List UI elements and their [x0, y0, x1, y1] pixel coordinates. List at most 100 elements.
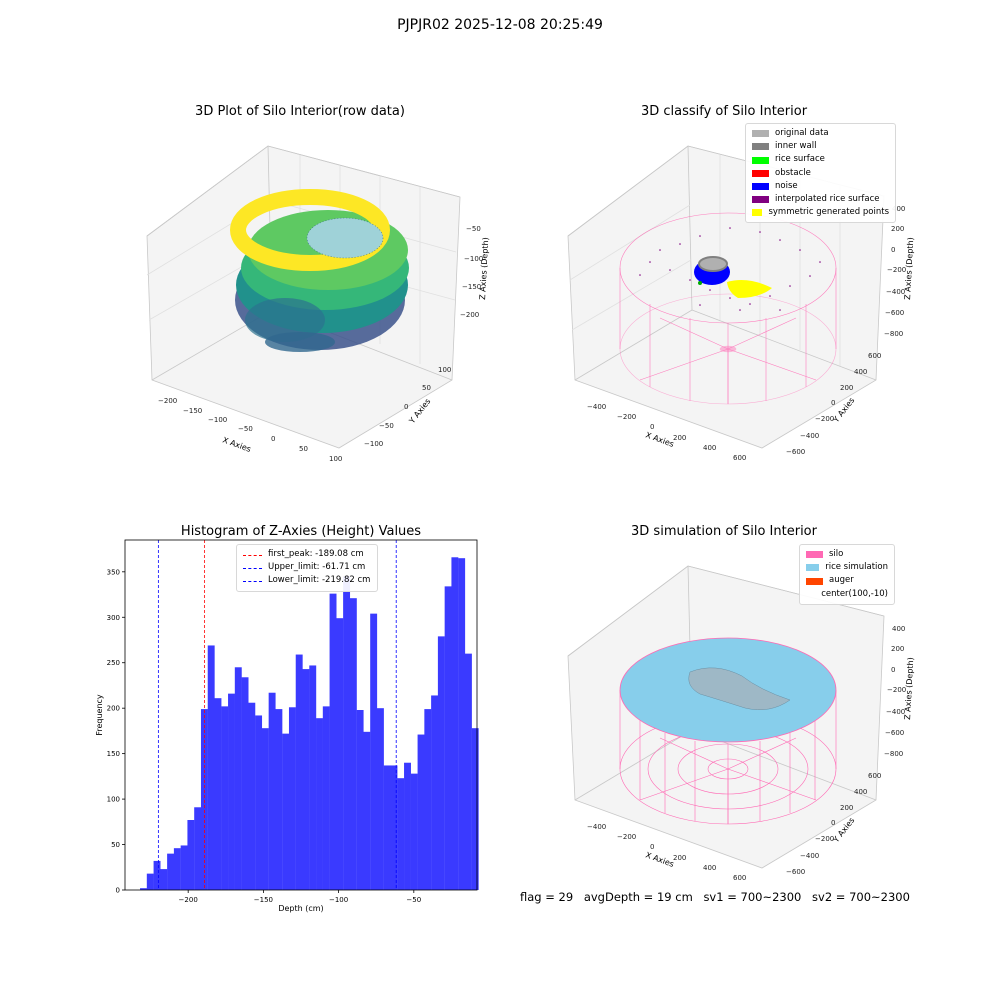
legend-swatch: [752, 143, 769, 151]
p2-xtick-2: 0: [650, 423, 654, 431]
p4-ytick-4: 200: [840, 804, 853, 812]
histogram-bar: [214, 698, 222, 890]
avg-depth-value: avgDepth = 19 cm: [583, 890, 693, 904]
panel-4-axes-box: [567, 565, 885, 869]
flag-value: flag = 29: [520, 890, 574, 904]
p2-xtick-3: 200: [673, 434, 686, 442]
legend-swatch: [752, 156, 769, 164]
legend-label: Upper_limit: -61.71 cm: [268, 562, 366, 573]
panel-4-legend: silo rice simulation auger center(100,-1…: [799, 544, 895, 605]
legend-line: [243, 567, 262, 569]
p2-ztick-2: 0: [891, 246, 895, 254]
histogram-bar: [282, 733, 290, 890]
histogram-bar: [356, 710, 364, 890]
p4-ztick-4: −400: [886, 708, 905, 716]
p1-ztick-0: −50: [466, 225, 481, 233]
histogram-bar: [464, 653, 472, 890]
histogram-y-tick-label: 0: [116, 887, 120, 895]
panel-2-point-clusters: [694, 256, 772, 298]
histogram-bar: [424, 709, 432, 890]
histogram-bar: [234, 667, 242, 890]
histogram-y-tick-label: 250: [107, 659, 120, 667]
histogram-bar: [261, 728, 269, 890]
legend-label: rice surface: [775, 154, 825, 165]
legend-swatch: [806, 551, 823, 559]
histogram-bar: [302, 669, 310, 890]
panel-4-x-ticks: −400 −200 0 200 400 600: [587, 823, 746, 882]
p1-ytick-2: 0: [404, 403, 408, 411]
p4-zlabel: Z Axies (Depth): [903, 657, 915, 720]
legend-entry-interpolated: interpolated rice surface: [752, 193, 889, 206]
legend-entry-obstacle: obstacle: [752, 167, 889, 180]
legend-entry-noise: noise: [752, 180, 889, 193]
legend-label: original data: [775, 128, 829, 138]
panel-3-title: Histogram of Z-Axies (Height) Values: [180, 524, 422, 539]
p4-ztick-2: 0: [891, 666, 895, 674]
legend-line: [243, 581, 262, 582]
histogram-bar: [167, 853, 175, 890]
panel-4-title: 3D simulation of Silo Interior: [631, 524, 817, 539]
p2-ytick-6: 600: [868, 352, 881, 360]
panel-4-z-ticks: 400 200 0 −200 −400 −600 −800: [884, 625, 906, 758]
histogram-bar: [329, 593, 337, 890]
histogram-y-tick-label: 150: [107, 750, 120, 758]
panel-2-title: 3D classify of Silo Interior: [640, 104, 808, 119]
legend-entry-upper-limit: Upper_limit: -61.71 cm: [243, 561, 371, 574]
p4-xtick-1: −200: [617, 833, 636, 841]
legend-entry-center: center(100,-10): [806, 588, 888, 601]
p1-ytick-3: 50: [422, 384, 431, 392]
legend-label: symmetric generated points: [768, 207, 889, 218]
p4-xtick-0: −400: [587, 823, 606, 831]
panel-4-rice-surface: [619, 637, 837, 743]
histogram-bar: [363, 731, 371, 890]
panel-2-y-ticks: −600 −400 −200 0 200 400 600: [786, 352, 881, 456]
histogram-bar: [316, 718, 323, 890]
p2-ytick-3: 0: [831, 399, 835, 407]
histogram-bar: [268, 692, 276, 890]
legend-swatch: [752, 209, 763, 217]
histogram-bar: [221, 706, 229, 890]
p2-ztick-5: −600: [885, 309, 904, 317]
histogram-bar: [349, 598, 357, 890]
legend-label: silo: [829, 549, 844, 559]
legend-entry-symmetric: symmetric generated points: [752, 206, 889, 219]
histogram-bar: [383, 765, 391, 890]
histogram-x-tick-label: −200: [179, 896, 198, 904]
p1-xtick-6: 100: [329, 455, 342, 463]
histogram-bar: [140, 888, 147, 890]
status-footer: flag = 29 avgDepth = 19 cm sv1 = 700~230…: [520, 890, 917, 904]
p4-xlabel: X Axies: [644, 850, 675, 869]
histogram-bar: [180, 845, 188, 890]
histogram-bar: [404, 762, 411, 890]
legend-entry-inner-wall: inner wall: [752, 140, 889, 153]
p4-ylabel: Y Axies: [831, 816, 857, 845]
histogram-bar: [431, 695, 439, 890]
legend-swatch: [752, 182, 769, 190]
histogram-bar: [295, 654, 303, 890]
histogram-bar: [410, 773, 418, 890]
histogram-x-tick-label: −50: [406, 896, 421, 904]
histogram-frame: [124, 539, 478, 891]
histogram-y-tick-label: 50: [111, 841, 120, 849]
histogram-bar: [322, 706, 330, 890]
p1-xtick-2: −100: [208, 416, 227, 424]
p4-ztick-3: −200: [887, 686, 906, 694]
histogram-bar: [458, 558, 466, 890]
panel-2-x-ticks: −400 −200 0 200 400 600: [587, 403, 746, 462]
histogram-bar: [207, 645, 215, 890]
histogram-bar: [370, 613, 378, 890]
histogram-ylabel: Frequency: [95, 694, 104, 736]
p1-xlabel: X Axies: [221, 435, 252, 454]
legend-swatch: [806, 564, 820, 572]
p2-zlabel: Z Axies (Depth): [903, 237, 915, 300]
legend-swatch: [806, 591, 815, 598]
legend-entry-rice-simulation: rice simulation: [806, 561, 888, 574]
p4-xtick-4: 400: [703, 864, 716, 872]
histogram-legend: first_peak: -189.08 cm Upper_limit: -61.…: [236, 544, 378, 592]
histogram-bar: [397, 778, 405, 890]
p4-ztick-5: −600: [885, 729, 904, 737]
legend-label: rice simulation: [825, 562, 888, 573]
panel-1-y-ticks: −100 −50 0 50 100: [364, 366, 451, 448]
histogram-reference-lines: [157, 540, 397, 890]
p4-xtick-2: 0: [650, 843, 654, 851]
